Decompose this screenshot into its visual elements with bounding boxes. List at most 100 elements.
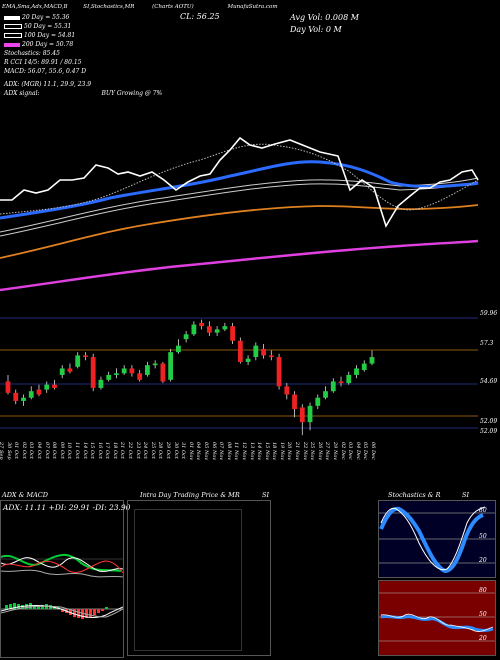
date-axis: 27 Sep 30 Sep 01 Oct 02 Oct 03 Oct 04 Oct 07 O… [0, 440, 500, 482]
date-label: 20 Nov [286, 442, 293, 461]
date-label: 08 Nov [225, 442, 232, 461]
candle-body [276, 357, 282, 387]
candle-body [191, 324, 197, 335]
candle-body [137, 373, 143, 380]
mr-axis-20: 20 [479, 635, 487, 642]
stoch-axis-50: 50 [479, 533, 487, 540]
site-name[interactable]: MunafaSutra.com [227, 4, 278, 10]
mr-panel: 80 50 20 [378, 580, 496, 656]
date-label: 15 Nov [263, 442, 270, 461]
legend-macd: MACD: 56.07, 55.6, 0.47 D [4, 68, 87, 75]
date-label: 03 Dec [347, 442, 354, 460]
main-chart [0, 136, 479, 436]
candle-body [338, 381, 344, 384]
candle-body [230, 326, 235, 341]
price-axis-label-5: 52.09 [480, 428, 498, 435]
candle-body [152, 363, 158, 366]
date-label: 27 Sep [0, 442, 4, 460]
candle-body [268, 355, 274, 358]
candle-body [206, 326, 212, 333]
candle-body [168, 352, 174, 380]
date-label: 06 Dec [370, 442, 376, 460]
date-label: 16 Oct [96, 442, 103, 459]
legend-d200: 200 Day = 50.78 [4, 41, 162, 48]
mr-axis-80: 80 [479, 587, 487, 594]
adx-chart [1, 554, 123, 619]
candle-body [129, 368, 135, 374]
mr-chart [379, 592, 495, 642]
candle-body [222, 326, 228, 330]
date-label: 28 Oct [157, 442, 164, 459]
mr-axis-50: 50 [479, 611, 487, 618]
candle-body [284, 386, 290, 395]
date-label: 18 Oct [111, 442, 118, 459]
date-label: 19 Nov [278, 442, 285, 461]
date-label: 22 Oct [127, 442, 134, 459]
date-label: 14 Oct [81, 442, 88, 459]
date-label: 01 Nov [187, 442, 194, 461]
stoch-panel-title: Stochastics & R [388, 491, 441, 499]
candle-body [183, 334, 189, 340]
candle-body [114, 373, 119, 375]
price-axis-label-4: 52.09 [480, 418, 498, 425]
date-label: 24 Oct [142, 442, 149, 459]
stoch-axis-20: 20 [479, 557, 487, 564]
candle-body [315, 397, 321, 406]
stoch-chart [379, 506, 495, 574]
candle-body [369, 357, 375, 364]
candle-body [330, 381, 336, 392]
intra-panel [127, 500, 271, 656]
candle-body [106, 374, 112, 380]
date-label: 05 Nov [202, 442, 209, 461]
candle-body [13, 392, 19, 401]
candle-body [36, 389, 42, 395]
price-axis-label-2: 57.3 [480, 340, 494, 347]
stoch-panel: 80 50 20 [378, 500, 496, 578]
price-line [0, 136, 479, 228]
adx-panel-title: ADX & MACD [2, 491, 48, 499]
candle-body [160, 363, 166, 382]
date-label: 15 Oct [89, 442, 96, 459]
date-label: 29 Nov [332, 442, 339, 461]
legend-adx-signal: ADX signal: BUY Growing @ 7% [4, 90, 163, 97]
legend: 20 Day = 55.36 50 Day = 55.31 100 Day = … [4, 14, 162, 97]
candle-body [253, 345, 259, 358]
candle-body [83, 355, 88, 358]
day-vol: Day Vol: 0 M [290, 25, 342, 34]
candle-body [145, 365, 150, 375]
date-label: 08 Oct [51, 442, 58, 459]
legend-adx: ADX: (MGR) 11.1, 29.9, 23.9 [4, 81, 92, 88]
legend-d50: 50 Day = 55.31 [4, 23, 162, 30]
date-label: 12 Nov [240, 442, 247, 461]
stoch-panel-si: SI [462, 491, 470, 499]
adx-values: ADX: 11.11 +DI: 29.91 -DI: 23.90 [3, 503, 131, 512]
candle-body [361, 363, 367, 371]
price-axis-label-1: 59.96 [480, 310, 498, 317]
candle-body [199, 322, 205, 327]
candle-body [237, 340, 243, 362]
tab-stochastics[interactable]: SI,Stochastics,MR [83, 4, 135, 10]
date-label: 31 Oct [180, 442, 187, 459]
date-label: 07 Oct [43, 442, 50, 459]
date-label: 04 Nov [195, 442, 202, 461]
avg-vol: Avg Vol: 0.008 M [290, 13, 359, 22]
ma-200-line [0, 239, 479, 292]
candle-body [98, 379, 104, 388]
tab-charts[interactable]: (Charts AOTU) [152, 4, 194, 10]
date-label: 14 Nov [256, 442, 263, 461]
date-label: 29 Oct [165, 442, 172, 459]
candle-body [299, 407, 305, 423]
tab-ema[interactable]: EMA,Sma,Adx,MACD,B [2, 4, 68, 10]
date-label: 10 Oct [66, 442, 73, 459]
candle-body [52, 384, 57, 388]
candle-body [175, 345, 181, 353]
close-price: CL: 56.25 [180, 12, 220, 21]
candle-body [261, 348, 266, 356]
date-label: 02 Dec [339, 442, 346, 460]
stoch-axis-80: 80 [479, 507, 487, 514]
date-label: 11 Oct [73, 442, 80, 459]
date-label: 06 Nov [210, 442, 217, 461]
macd-histogram [5, 603, 108, 619]
date-label: 01 Oct [13, 442, 20, 459]
candle-body [307, 405, 313, 423]
